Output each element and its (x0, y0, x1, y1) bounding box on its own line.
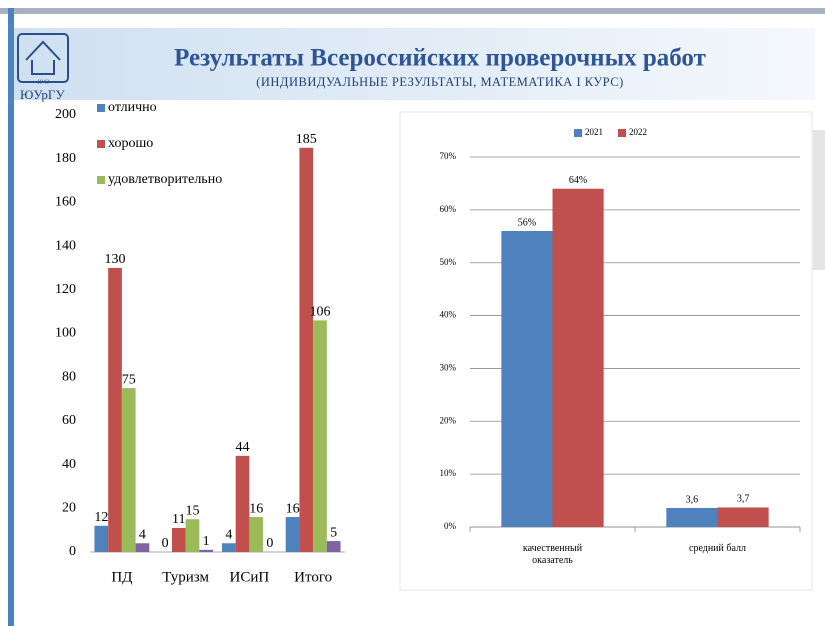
bar (326, 541, 341, 552)
bar (185, 519, 200, 552)
data-label: 12 (94, 510, 108, 525)
bar (221, 543, 236, 552)
data-label: 0 (266, 536, 273, 551)
legend-swatch (97, 104, 105, 112)
legend-swatch (97, 140, 105, 148)
x-tick-label: качественный оказатель (522, 543, 583, 566)
y-tick-label: 60 (62, 413, 76, 428)
bar (121, 388, 136, 552)
y-tick-label: 40 (62, 457, 76, 472)
y-tick-label: 200 (55, 107, 76, 122)
data-label: 130 (105, 252, 126, 267)
y-tick-label: 60% (440, 204, 457, 214)
y-tick-label: 10% (440, 468, 457, 478)
data-label: 4 (139, 527, 146, 542)
data-label: 15 (185, 503, 199, 518)
x-tick-label: Итого (294, 569, 332, 585)
bar (199, 549, 214, 552)
data-label: 5 (330, 525, 337, 540)
data-label: 16 (286, 501, 300, 516)
top-border (0, 8, 825, 14)
legend-label: удовлетворительно (108, 172, 222, 187)
data-label: 185 (296, 132, 317, 147)
legend-label: отлично (108, 100, 157, 115)
legend-label: хорошо (108, 136, 153, 151)
y-tick-label: 100 (55, 326, 76, 341)
legend-swatch (574, 129, 582, 137)
bar (171, 527, 186, 552)
bar (299, 147, 314, 552)
y-tick-label: 70% (440, 151, 457, 161)
data-label: 106 (309, 305, 330, 320)
bar (552, 188, 604, 527)
y-tick-label: 140 (55, 238, 76, 253)
bar (501, 231, 553, 527)
logo-emblem (17, 33, 69, 83)
logo-shape (25, 40, 61, 75)
bar (108, 267, 122, 552)
data-label: 75 (122, 372, 136, 387)
y-tick-label: 20 (62, 501, 76, 516)
data-label: 44 (236, 440, 250, 455)
logo-text: ЮУрГУ (20, 87, 65, 102)
left-border (8, 8, 14, 626)
x-tick-label: ПД (111, 569, 132, 585)
header-band (14, 28, 815, 100)
y-tick-label: 0% (444, 521, 457, 531)
data-label: 3,6 (686, 494, 699, 505)
scrollbar (813, 130, 825, 270)
data-label: 11 (172, 512, 185, 527)
y-tick-label: 50% (440, 257, 457, 267)
bar (313, 320, 327, 552)
bar (285, 517, 300, 552)
x-tick-label: ИСиП (230, 569, 270, 585)
bar (249, 517, 264, 552)
data-label: 3,7 (737, 494, 750, 505)
data-label: 56% (518, 217, 536, 228)
bar (666, 507, 718, 527)
legend-label: 2021 (585, 127, 603, 137)
data-label: 64% (569, 175, 587, 186)
logo-year: 1943 (37, 79, 49, 85)
y-tick-label: 180 (55, 151, 76, 166)
legend-swatch (97, 176, 105, 184)
y-tick-label: 160 (55, 195, 76, 210)
bar (135, 543, 150, 552)
y-tick-label: 0 (69, 544, 76, 559)
bar (94, 525, 109, 552)
data-label: 16 (249, 501, 263, 516)
bar (235, 455, 250, 552)
slide-subtitle: (ИНДИВИДУАЛЬНЫЕ РЕЗУЛЬТАТЫ, МАТЕМАТИКА I… (256, 75, 624, 89)
legend-label: 2022 (629, 127, 647, 137)
data-label: 1 (203, 534, 210, 549)
y-tick-label: 40% (440, 310, 457, 320)
y-tick-label: 20% (440, 415, 457, 425)
y-tick-label: 80 (62, 369, 76, 384)
y-tick-label: 120 (55, 282, 76, 297)
data-label: 4 (225, 527, 232, 542)
y-tick-label: 30% (440, 362, 457, 372)
data-label: 0 (162, 536, 169, 551)
x-tick-label: средний балл (689, 543, 746, 554)
x-tick-label: Туризм (162, 569, 209, 585)
bar (717, 507, 769, 527)
legend-swatch (618, 129, 626, 137)
slide-title: Результаты Всероссийских проверочных раб… (174, 45, 706, 72)
